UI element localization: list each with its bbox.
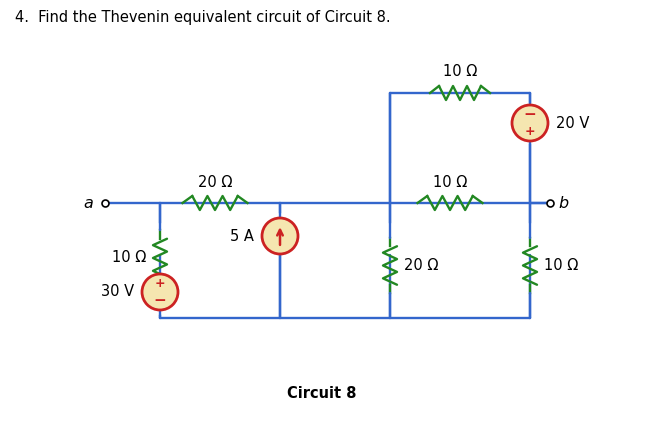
Circle shape <box>142 274 178 310</box>
Text: 4.  Find the Thevenin equivalent circuit of Circuit 8.: 4. Find the Thevenin equivalent circuit … <box>15 10 391 25</box>
Text: 5 A: 5 A <box>230 228 254 244</box>
Text: 10 Ω: 10 Ω <box>544 258 579 273</box>
Text: −: − <box>524 107 537 122</box>
Text: 20 Ω: 20 Ω <box>404 258 439 273</box>
Text: 30 V: 30 V <box>101 285 134 299</box>
Text: −: − <box>154 293 166 308</box>
Text: 20 V: 20 V <box>556 115 590 131</box>
Text: b: b <box>558 195 568 211</box>
Text: 10 Ω: 10 Ω <box>112 250 146 266</box>
Text: +: + <box>155 277 165 291</box>
Text: 10 Ω: 10 Ω <box>433 175 467 190</box>
Text: 10 Ω: 10 Ω <box>443 64 477 79</box>
Circle shape <box>262 218 298 254</box>
Text: 20 Ω: 20 Ω <box>198 175 232 190</box>
Text: +: + <box>524 125 535 137</box>
Text: a: a <box>83 195 93 211</box>
Text: Circuit 8: Circuit 8 <box>287 386 357 401</box>
Circle shape <box>512 105 548 141</box>
